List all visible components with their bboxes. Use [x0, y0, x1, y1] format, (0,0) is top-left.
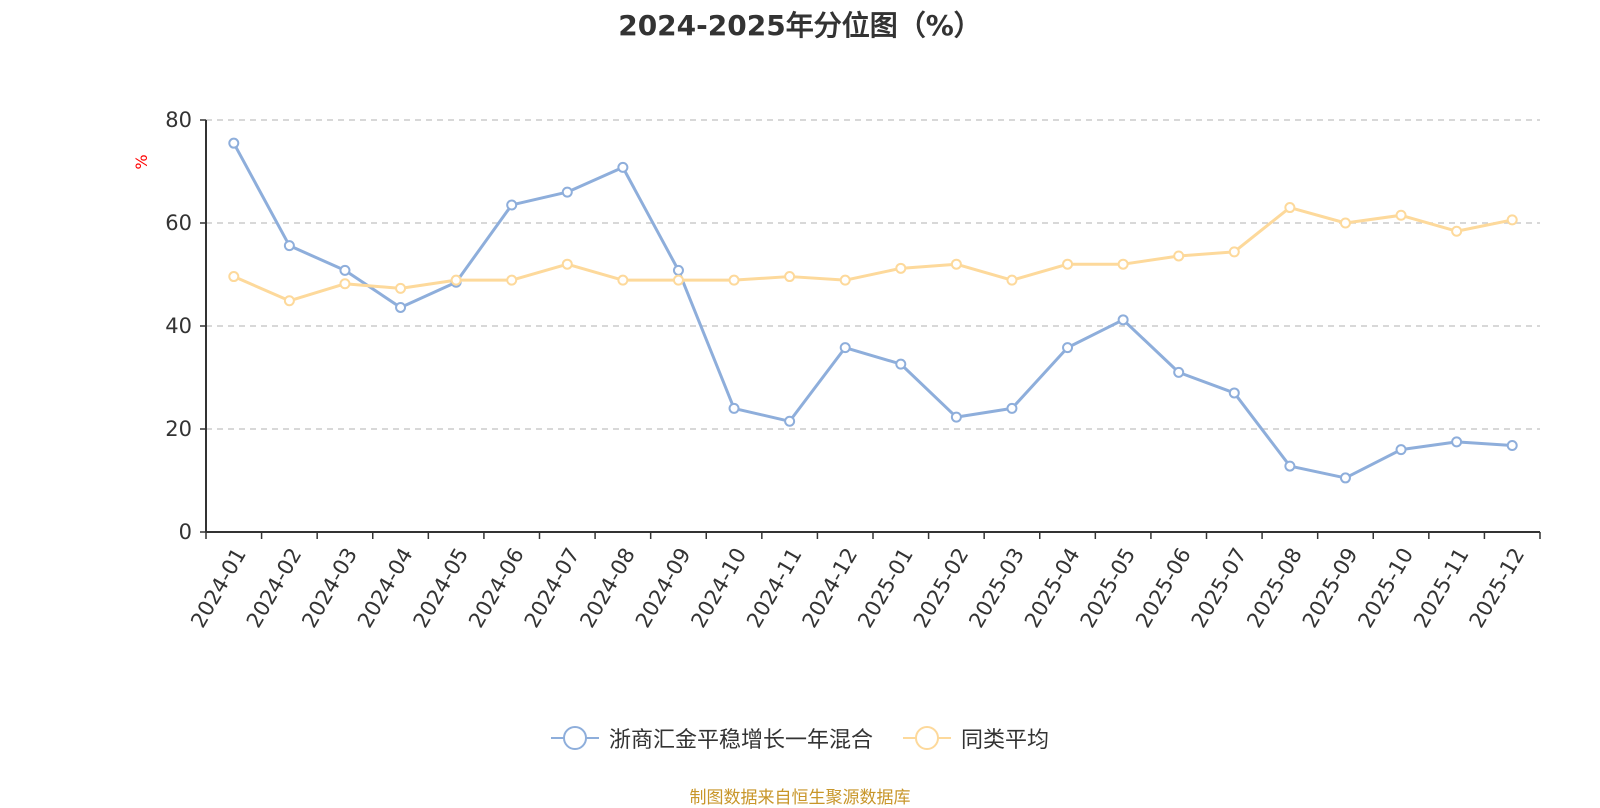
x-tick-label: 2025-03 [964, 544, 1029, 632]
data-point-series-1[interactable] [1117, 258, 1129, 270]
legend-label: 浙商汇金平稳增长一年混合 [608, 728, 873, 753]
y-tick-label: 20 [165, 417, 192, 441]
data-point-series-1[interactable] [561, 258, 573, 270]
data-point-series-1[interactable] [395, 282, 407, 294]
data-point-series-0[interactable] [1117, 314, 1129, 326]
data-point-series-1[interactable] [283, 295, 295, 307]
data-point-series-0[interactable] [228, 137, 240, 149]
data-point-series-0[interactable] [1284, 460, 1296, 472]
x-tick-label: 2024-04 [353, 544, 418, 632]
source-note: 制图数据来自恒生聚源数据库 [689, 788, 911, 808]
data-point-series-0[interactable] [1339, 472, 1351, 484]
data-point-series-1[interactable] [339, 278, 351, 290]
data-point-series-1[interactable] [1451, 225, 1463, 237]
x-tick-label: 2024-12 [798, 544, 863, 632]
data-point-series-1[interactable] [1062, 258, 1074, 270]
data-point-series-1[interactable] [784, 271, 796, 283]
legend-label: 同类平均 [961, 728, 1050, 753]
x-tick-label: 2024-09 [631, 544, 696, 632]
data-point-series-0[interactable] [395, 301, 407, 313]
x-tick-label: 2025-01 [853, 544, 918, 632]
data-point-series-0[interactable] [839, 342, 851, 354]
data-point-series-0[interactable] [617, 161, 629, 173]
data-point-series-0[interactable] [950, 411, 962, 423]
data-point-series-1[interactable] [1228, 246, 1240, 258]
data-point-series-1[interactable] [728, 274, 740, 286]
legend-swatch-icon [550, 725, 599, 751]
x-tick-label: 2025-05 [1076, 544, 1141, 632]
x-tick-label: 2025-06 [1131, 544, 1196, 632]
data-point-series-0[interactable] [895, 358, 907, 370]
legend-swatch-icon [903, 725, 951, 751]
grid-lines [206, 119, 1540, 430]
x-tick-label: 2024-10 [686, 544, 751, 632]
x-tick-label: 2025-07 [1187, 544, 1252, 632]
y-tick-label: 80 [165, 108, 192, 132]
data-point-series-1[interactable] [1006, 274, 1018, 286]
data-point-series-0[interactable] [1451, 436, 1463, 448]
data-point-series-1[interactable] [228, 271, 240, 283]
x-tick-label: 2024-11 [742, 544, 807, 632]
data-point-series-1[interactable] [617, 274, 629, 286]
legend-item-series-0[interactable]: 浙商汇金平稳增长一年混合 [550, 722, 873, 754]
data-point-series-0[interactable] [672, 264, 684, 276]
x-tick-label: 2025-02 [909, 544, 974, 632]
x-tick-label: 2024-02 [242, 544, 307, 632]
data-point-series-1[interactable] [1173, 250, 1185, 262]
axes: 0204060802024-012024-022024-032024-04202… [165, 108, 1541, 632]
x-tick-label: 2025-09 [1298, 544, 1363, 632]
data-point-series-0[interactable] [784, 415, 796, 427]
data-point-series-0[interactable] [283, 240, 295, 252]
data-point-series-1[interactable] [506, 274, 518, 286]
data-point-series-0[interactable] [1395, 444, 1407, 456]
x-tick-label: 2024-06 [464, 544, 529, 632]
x-tick-label: 2025-04 [1020, 544, 1085, 632]
data-point-series-0[interactable] [1173, 366, 1185, 378]
x-tick-label: 2025-10 [1353, 544, 1418, 632]
legend-item-series-1[interactable]: 同类平均 [903, 722, 1049, 754]
data-point-series-0[interactable] [728, 402, 740, 414]
y-axis-unit-label: % [132, 154, 151, 169]
y-tick-label: 40 [165, 314, 192, 338]
x-tick-label: 2024-08 [575, 544, 640, 632]
data-point-series-0[interactable] [506, 199, 518, 211]
data-point-series-0[interactable] [561, 186, 573, 198]
data-point-series-0[interactable] [1506, 439, 1518, 451]
x-tick-label: 2024-07 [520, 544, 585, 632]
data-point-series-0[interactable] [1062, 342, 1074, 354]
x-tick-label: 2024-05 [409, 544, 474, 632]
x-tick-label: 2025-08 [1242, 544, 1307, 632]
data-point-series-1[interactable] [1506, 214, 1518, 226]
data-point-series-0[interactable] [339, 264, 351, 276]
data-point-series-1[interactable] [950, 258, 962, 270]
chart-title: 2024-2025年分位图（%） [618, 9, 982, 42]
x-tick-label: 2025-12 [1465, 544, 1530, 632]
y-tick-label: 0 [179, 520, 192, 544]
data-point-series-1[interactable] [1339, 217, 1351, 229]
data-point-series-1[interactable] [450, 274, 462, 286]
data-point-series-1[interactable] [839, 274, 851, 286]
data-point-series-1[interactable] [895, 262, 907, 274]
series-line-1 [233, 206, 1513, 303]
data-point-series-1[interactable] [1395, 209, 1407, 221]
series-line-0 [232, 142, 1513, 480]
x-tick-label: 2024-01 [186, 544, 251, 632]
data-point-series-0[interactable] [1006, 402, 1018, 414]
x-tick-label: 2025-11 [1409, 544, 1474, 632]
data-point-series-0[interactable] [1228, 387, 1240, 399]
series [228, 137, 1518, 484]
legend: 浙商汇金平稳增长一年混合 同类平均 [0, 722, 1600, 754]
y-tick-label: 60 [165, 211, 192, 235]
data-point-series-1[interactable] [1284, 202, 1296, 214]
data-point-series-1[interactable] [672, 274, 684, 286]
x-tick-label: 2024-03 [297, 544, 362, 632]
